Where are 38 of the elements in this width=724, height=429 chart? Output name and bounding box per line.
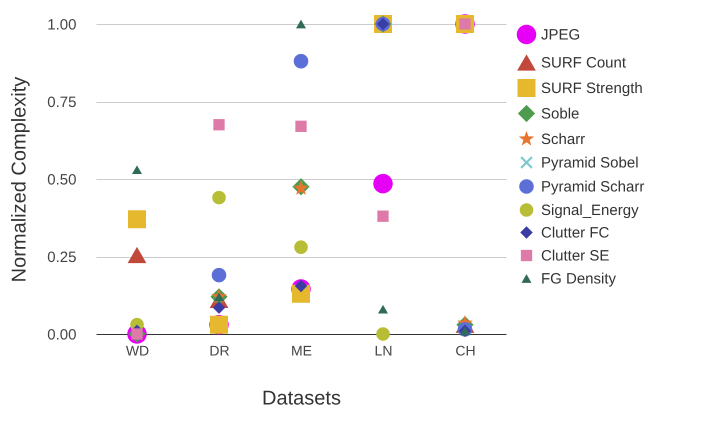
legend-label: JPEG <box>541 26 580 44</box>
point <box>373 174 393 194</box>
x-tick-label: ME <box>291 342 312 358</box>
y-tick-label: 0.75 <box>47 94 76 111</box>
point <box>294 54 308 68</box>
legend-label: Scharr <box>541 131 586 148</box>
x-tick-label: DR <box>209 342 230 358</box>
legend-label: Pyramid Scharr <box>541 178 644 196</box>
point <box>296 20 306 28</box>
legend-label: Clutter SE <box>541 248 610 264</box>
legend-label: Clutter FC <box>541 224 610 242</box>
x-axis-title: Datasets <box>262 388 341 410</box>
legend-label: Signal_Energy <box>541 202 640 219</box>
point <box>377 210 389 222</box>
point <box>378 304 388 314</box>
point <box>128 210 146 228</box>
point <box>128 246 146 264</box>
legend-label: FG Density <box>541 270 617 288</box>
point <box>376 327 390 341</box>
legend-label: Pyramid Sobel <box>541 154 639 172</box>
point <box>213 119 225 130</box>
point <box>212 268 226 282</box>
point <box>212 301 226 314</box>
point <box>294 240 308 254</box>
legend-label: Soble <box>541 106 580 122</box>
legend-label: SURF Count <box>541 54 627 72</box>
y-axis-title: Normalized Complexity <box>8 76 30 282</box>
y-tick-label: 0.25 <box>47 249 76 266</box>
x-tick-label: WD <box>126 342 150 358</box>
x-tick-label: LN <box>374 342 392 358</box>
point <box>295 120 307 132</box>
y-tick-label: 0.50 <box>47 172 76 188</box>
y-tick-label: 1.00 <box>47 16 76 34</box>
x-tick-label: CH <box>455 342 476 358</box>
point <box>212 190 226 204</box>
point <box>132 165 142 174</box>
y-tick-label: 0.00 <box>47 326 76 344</box>
legend-label: SURF Strength <box>541 80 643 97</box>
